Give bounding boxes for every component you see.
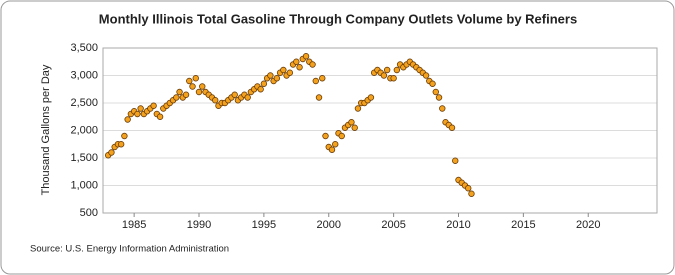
y-axis-label: Thousand Gallons per Day (40, 64, 52, 195)
x-tick-label: 1995 (252, 219, 276, 231)
marker (195, 88, 203, 96)
marker (393, 66, 401, 74)
marker (315, 94, 323, 101)
marker (390, 75, 397, 82)
y-tick-label: 2,500 (70, 97, 98, 109)
marker (150, 102, 157, 109)
marker (328, 146, 336, 153)
y-tick-label: 2,000 (70, 124, 98, 136)
marker (267, 72, 274, 79)
marker (199, 83, 206, 90)
marker (448, 124, 456, 131)
marker (182, 91, 190, 98)
x-tick-label: 1985 (122, 219, 146, 231)
x-tick-label: 2015 (511, 219, 535, 231)
marker (192, 75, 199, 82)
marker (108, 149, 115, 156)
marker (309, 61, 316, 68)
marker (468, 190, 475, 197)
marker (137, 105, 144, 112)
marker (293, 58, 300, 65)
marker (338, 132, 345, 140)
marker (322, 132, 329, 140)
marker (429, 80, 436, 87)
y-tick-label: 3,000 (70, 69, 98, 81)
source: Source: U.S. Energy Information Administ… (30, 244, 229, 255)
marker (452, 157, 459, 164)
marker (354, 105, 362, 112)
y-tick-label: 500 (80, 207, 98, 219)
x-tick-label: 2000 (317, 219, 341, 231)
marker (212, 97, 219, 104)
marker (186, 77, 193, 85)
marker (260, 80, 268, 87)
plot-area (102, 47, 658, 214)
marker (367, 94, 375, 101)
marker (383, 66, 391, 74)
marker (173, 94, 180, 101)
marker (257, 86, 264, 93)
y-tick-label: 1,000 (70, 179, 98, 191)
marker (134, 110, 141, 118)
marker (231, 91, 238, 98)
marker (439, 105, 446, 112)
y-tick-label: 1,500 (70, 152, 98, 164)
marker (117, 141, 125, 148)
x-tick-label: 2020 (576, 219, 600, 231)
marker (435, 94, 443, 101)
marker (156, 113, 164, 120)
marker (273, 75, 281, 82)
marker (176, 88, 183, 96)
marker (244, 94, 251, 101)
y-tick-label: 3,500 (70, 42, 98, 54)
marker (348, 119, 355, 126)
marker (380, 72, 388, 79)
marker (312, 77, 319, 85)
marker (351, 124, 358, 131)
x-tick-label: 2005 (381, 219, 405, 231)
marker (465, 185, 472, 192)
marker (302, 53, 310, 60)
marker (286, 69, 294, 76)
marker (280, 66, 287, 74)
marker (189, 83, 196, 90)
chart-title: Monthly Illinois Total Gasoline Through … (99, 11, 577, 26)
x-tick-label: 1990 (187, 219, 211, 231)
marker (319, 75, 326, 82)
marker (124, 116, 131, 123)
x-tick-label: 2010 (446, 219, 470, 231)
marker (432, 88, 439, 96)
marker (296, 64, 303, 71)
marker (121, 132, 128, 140)
marker (332, 141, 339, 148)
marker (422, 72, 430, 79)
